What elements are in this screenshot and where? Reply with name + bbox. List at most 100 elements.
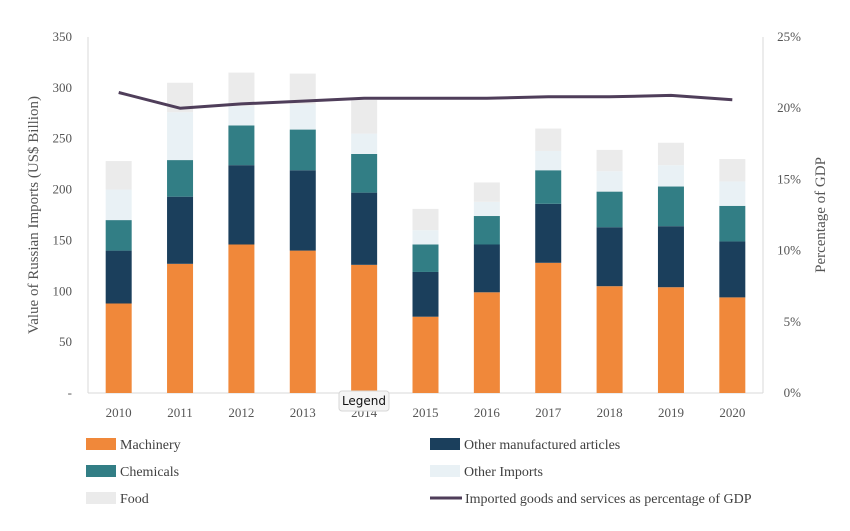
bar-segment-other-imports-2014 <box>351 133 378 154</box>
y2-tick-label: 5% <box>784 314 802 329</box>
y-axis-title: Value of Russian Imports (US$ Billion) <box>26 96 42 334</box>
legend-label-food: Food <box>120 492 149 507</box>
y-tick-label: 350 <box>53 29 73 44</box>
bar-segment-machinery-2018 <box>596 286 623 393</box>
bar-segment-other-imports-2018 <box>596 171 623 192</box>
x-tick-label: 2013 <box>290 405 316 420</box>
x-tick-label: 2012 <box>228 405 254 420</box>
y-tick-label: 300 <box>53 80 73 95</box>
bar-segment-machinery-2011 <box>167 263 194 393</box>
bar-segment-other-imports-2020 <box>719 181 746 206</box>
x-axis-ticks: 2010 2011 2012 2013 2014 2015 2016 2017 2018 2019… <box>106 405 746 420</box>
bar-segment-machinery-2013 <box>289 250 316 393</box>
y2-tick-label: 25% <box>777 29 801 44</box>
bar-segment-chemicals-2014 <box>351 153 378 193</box>
bar-segment-machinery-2017 <box>535 262 562 393</box>
legend-swatch-food <box>86 492 116 504</box>
bar-segment-chemicals-2019 <box>657 186 684 227</box>
bar-segment-food-2014 <box>351 100 378 134</box>
legend-label-other-manufactured-articles: Other manufactured articles <box>464 438 620 453</box>
bar-segment-other-manufactured-articles-2018 <box>596 227 623 287</box>
y-tick-label: - <box>68 385 72 400</box>
bar-segment-machinery-2014 <box>351 264 378 393</box>
y-tick-label: 150 <box>53 232 73 247</box>
bar-segment-other-imports-2016 <box>473 201 500 217</box>
legend-label-other-imports: Other Imports <box>464 465 543 480</box>
bar-segment-food-2010 <box>105 161 132 190</box>
x-tick-label: 2017 <box>535 405 562 420</box>
y-tick-label: 50 <box>59 334 72 349</box>
bar-segment-chemicals-2015 <box>412 244 439 272</box>
bar-segment-other-manufactured-articles-2011 <box>167 196 194 264</box>
bar-segment-food-2019 <box>657 142 684 166</box>
x-tick-label: 2010 <box>106 405 132 420</box>
legend-label-machinery: Machinery <box>120 438 181 453</box>
bar-segment-food-2012 <box>228 72 255 107</box>
bar-segment-other-manufactured-articles-2016 <box>473 244 500 293</box>
y-tick-label: 100 <box>53 283 73 298</box>
bar-segment-food-2017 <box>535 128 562 151</box>
legend-label-chemicals: Chemicals <box>120 465 179 480</box>
bar-segment-other-imports-2015 <box>412 230 439 245</box>
y-tick-label: 200 <box>53 182 73 197</box>
bar-segment-machinery-2020 <box>719 297 746 393</box>
bar-segment-machinery-2010 <box>105 303 132 393</box>
legend-swatch-chemicals <box>86 465 116 477</box>
bar-segment-machinery-2019 <box>657 287 684 393</box>
y2-axis-ticks: 0% 5% 10% 15% 20% 25% <box>777 29 801 400</box>
bar-segment-other-manufactured-articles-2013 <box>289 170 316 251</box>
bar-segment-other-imports-2017 <box>535 150 562 171</box>
x-tick-label: 2018 <box>597 405 623 420</box>
bar-segment-other-manufactured-articles-2012 <box>228 165 255 245</box>
bar-segment-other-imports-2019 <box>657 165 684 187</box>
bar-segment-other-manufactured-articles-2010 <box>105 250 132 304</box>
bar-segment-other-manufactured-articles-2015 <box>412 271 439 317</box>
bars <box>105 72 746 393</box>
x-tick-label: 2016 <box>474 405 501 420</box>
gdp-line-series <box>118 91 733 110</box>
legend-swatch-machinery <box>86 438 116 450</box>
legend-tooltip-label: Legend <box>342 394 386 408</box>
bar-segment-machinery-2012 <box>228 244 255 393</box>
bar-segment-machinery-2015 <box>412 316 439 393</box>
y2-tick-label: 15% <box>777 171 801 186</box>
bar-segment-chemicals-2017 <box>535 170 562 204</box>
y2-tick-label: 0% <box>784 385 802 400</box>
bar-segment-other-manufactured-articles-2020 <box>719 241 746 298</box>
bar-segment-chemicals-2018 <box>596 191 623 228</box>
bar-segment-food-2013 <box>289 73 316 105</box>
bar-segment-chemicals-2012 <box>228 125 255 166</box>
bar-segment-food-2016 <box>473 182 500 202</box>
bar-segment-chemicals-2011 <box>167 160 194 197</box>
bar-segment-machinery-2016 <box>473 292 500 393</box>
bar-segment-chemicals-2010 <box>105 220 132 251</box>
legend-label-gdp-line: Imported goods and services as percentag… <box>465 492 752 507</box>
bar-segment-chemicals-2013 <box>289 129 316 171</box>
bar-segment-other-imports-2013 <box>289 104 316 130</box>
bar-segment-food-2018 <box>596 149 623 172</box>
bar-segment-food-2020 <box>719 159 746 182</box>
y2-tick-label: 20% <box>777 100 801 115</box>
x-tick-label: 2019 <box>658 405 684 420</box>
legend-tooltip-box <box>338 390 390 412</box>
bar-segment-chemicals-2016 <box>473 216 500 245</box>
y-axis-ticks: - 50 100 150 200 250 300 350 <box>53 29 73 400</box>
bar-segment-other-manufactured-articles-2014 <box>351 192 378 265</box>
legend-swatch-other-manufactured-articles <box>430 438 460 450</box>
bar-segment-food-2015 <box>412 208 439 231</box>
y2-axis-title: Percentage of GDP <box>813 157 829 273</box>
gdp-line <box>118 91 733 110</box>
legend-tooltip: Legend <box>338 390 390 412</box>
x-tick-label: 2011 <box>167 405 193 420</box>
x-tick-label: 2015 <box>413 405 439 420</box>
bar-segment-other-manufactured-articles-2017 <box>535 203 562 263</box>
bar-segment-other-imports-2010 <box>105 189 132 221</box>
x-tick-label: 2020 <box>719 405 745 420</box>
y2-tick-label: 10% <box>777 243 801 258</box>
bar-segment-other-manufactured-articles-2019 <box>657 226 684 288</box>
bar-segment-chemicals-2020 <box>719 205 746 242</box>
legend: Machinery Other manufactured articles Chem… <box>86 438 752 507</box>
bar-segment-other-imports-2011 <box>167 112 194 161</box>
bar-segment-other-imports-2012 <box>228 106 255 126</box>
